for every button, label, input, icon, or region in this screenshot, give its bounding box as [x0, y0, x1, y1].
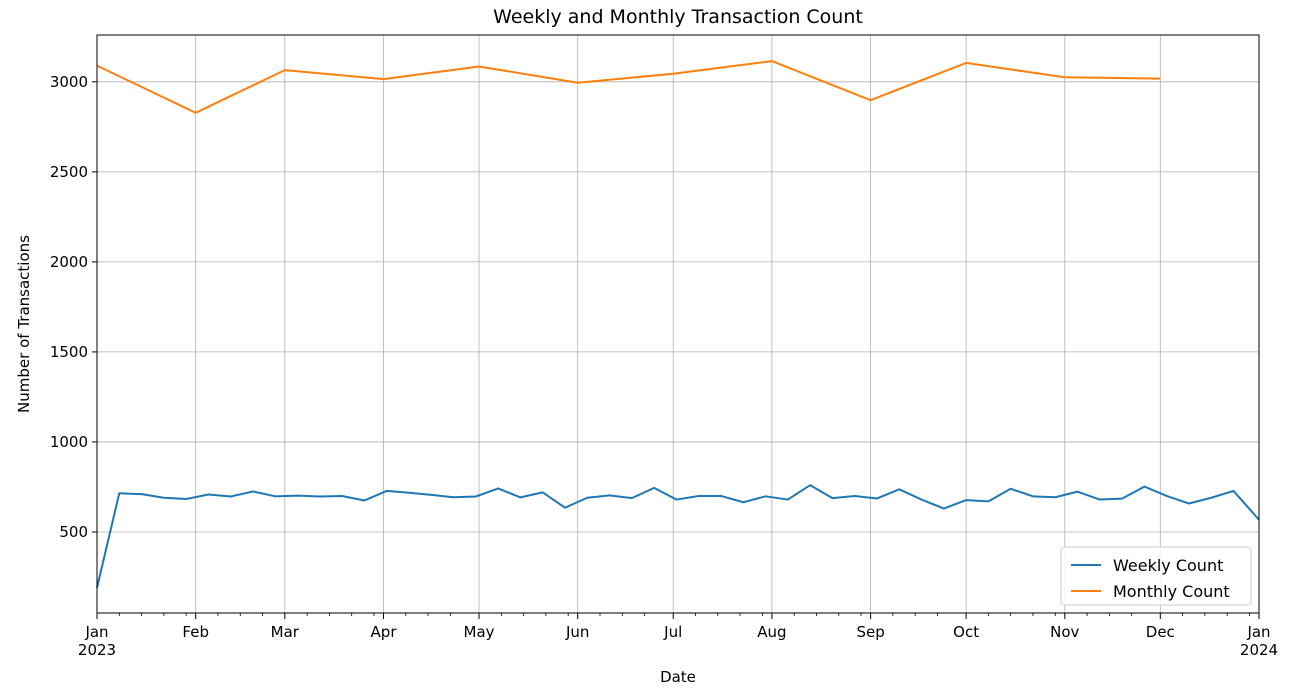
data-point [163, 497, 165, 499]
legend-label: Weekly Count [1113, 556, 1223, 575]
data-point [854, 495, 856, 497]
y-tick-label: 2000 [50, 253, 88, 271]
data-point [1166, 495, 1168, 497]
data-point [1188, 503, 1190, 505]
data-point [1032, 495, 1034, 497]
data-point [274, 495, 276, 497]
data-point [478, 66, 480, 68]
x-tick-label: Jan [1246, 623, 1270, 641]
legend-box [1060, 546, 1252, 606]
data-point [1159, 78, 1161, 80]
data-point [195, 112, 197, 114]
data-point [771, 60, 773, 62]
grid-lines [96, 35, 1260, 613]
data-point [965, 62, 967, 64]
data-point [577, 82, 579, 84]
data-point [475, 495, 477, 497]
chart-title: Weekly and Monthly Transaction Count [493, 6, 863, 28]
data-point [185, 498, 187, 500]
plot-frame [96, 34, 1260, 614]
data-point [965, 499, 967, 501]
data-point [542, 491, 544, 493]
data-point [742, 501, 744, 503]
x-tick-label: Jun [565, 623, 589, 641]
data-point [1210, 497, 1212, 499]
y-axis-label: Number of Transactions [15, 235, 33, 413]
data-point [876, 497, 878, 499]
data-point [831, 497, 833, 499]
data-point [1064, 76, 1066, 78]
data-point [386, 490, 388, 492]
data-point [341, 495, 343, 497]
data-point [297, 495, 299, 497]
data-point [898, 488, 900, 490]
x-tick-label: Jul [663, 623, 682, 641]
data-point [765, 495, 767, 497]
data-point [363, 499, 365, 501]
x-tick-label: Apr [371, 623, 398, 641]
x-tick-year-label: 2024 [1240, 641, 1278, 659]
data-point [631, 497, 633, 499]
data-point [497, 487, 499, 489]
data-point [698, 495, 700, 497]
data-point [319, 495, 321, 497]
x-tick-label: May [464, 623, 495, 641]
data-point [383, 78, 385, 80]
data-point [1010, 488, 1012, 490]
x-tick-label: Feb [182, 623, 209, 641]
data-point [252, 490, 254, 492]
data-point [870, 99, 872, 101]
x-tick-year-label: 2023 [78, 641, 116, 659]
data-point [672, 73, 674, 75]
data-point [118, 492, 120, 494]
data-point [430, 494, 432, 496]
y-tick-label: 2500 [50, 163, 88, 181]
data-point [987, 500, 989, 502]
data-point [609, 494, 611, 496]
series-lines [96, 60, 1260, 589]
y-tick-label: 3000 [50, 73, 88, 91]
y-tick-label: 1000 [50, 433, 88, 451]
x-tick-label: Dec [1146, 623, 1175, 641]
x-tick-label: Oct [953, 623, 979, 641]
data-point [787, 499, 789, 501]
data-point [943, 508, 945, 510]
data-point [1099, 499, 1101, 501]
data-point [564, 507, 566, 509]
data-point [519, 496, 521, 498]
x-tick-label: Aug [757, 623, 786, 641]
data-point [408, 492, 410, 494]
x-tick-label: Jan [84, 623, 108, 641]
data-point [284, 69, 286, 71]
x-tick-label: Mar [271, 623, 300, 641]
y-axis: 500 1000 1500 2000 2500 3000 [50, 73, 97, 541]
data-point [1233, 490, 1235, 492]
data-point [653, 487, 655, 489]
series-line-1 [96, 60, 1161, 114]
data-point [1121, 498, 1123, 500]
data-point [453, 496, 455, 498]
series-line-0 [96, 484, 1260, 589]
y-tick-label: 1500 [50, 343, 88, 361]
data-point [809, 484, 811, 486]
x-tick-label: Nov [1050, 623, 1079, 641]
data-point [921, 499, 923, 501]
legend: Weekly Count Monthly Count [1060, 546, 1252, 606]
data-point [586, 497, 588, 499]
x-tick-label: Sep [856, 623, 884, 641]
data-point [675, 499, 677, 501]
data-point [1077, 491, 1079, 493]
data-point [230, 495, 232, 497]
data-point [207, 494, 209, 496]
data-point [720, 495, 722, 497]
x-axis-label: Date [660, 668, 696, 686]
data-point [141, 493, 143, 495]
legend-label: Monthly Count [1113, 582, 1230, 601]
data-point [1143, 486, 1145, 488]
data-point [1054, 496, 1056, 498]
y-tick-label: 500 [59, 523, 88, 541]
